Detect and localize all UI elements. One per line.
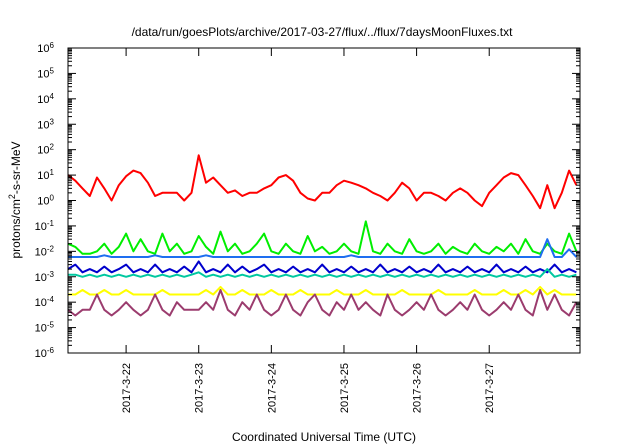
y-tick-label-exponent: -2: [47, 244, 55, 253]
y-axis-title-superscript: 2: [7, 194, 17, 199]
y-tick-label-base: 10: [37, 145, 49, 157]
y-tick-label-base: 10: [35, 323, 47, 335]
x-axis-title: Coordinated Universal Time (UTC): [232, 430, 416, 444]
y-tick-label-exponent: -4: [47, 295, 55, 304]
y-tick-label: 100: [37, 193, 54, 208]
y-tick-label: 10-2: [35, 244, 55, 258]
x-tick-label: 2017-3-26: [412, 363, 424, 413]
y-tick-label-exponent: 0: [50, 193, 55, 202]
x-tick-label: 2017-3-23: [194, 363, 206, 413]
y-tick-label-base: 10: [37, 68, 49, 80]
y-tick-label-exponent: 4: [50, 91, 55, 100]
y-tick-label: 10-6: [35, 346, 55, 361]
series-line: [67, 220, 578, 255]
x-axis-ticks: 2017-3-22 2017-3-23 2017-3-24 2017-3-25 2017…: [121, 48, 496, 413]
y-tick-label: 105: [37, 66, 54, 81]
y-tick-label-base: 10: [37, 170, 49, 182]
plot-frame: [67, 47, 581, 354]
x-tick-label: 2017-3-22: [121, 363, 133, 413]
y-axis-title-part: protons/cm: [9, 199, 23, 258]
y-tick-label: 106: [37, 41, 54, 56]
y-tick-label-base: 10: [35, 297, 47, 309]
y-axis-title: protons/cm2-s-sr-MeV: [7, 141, 23, 258]
y-tick-label-base: 10: [35, 348, 47, 360]
y-tick-label: 101: [37, 168, 54, 183]
y-tick-label: 104: [37, 91, 54, 106]
x-tick-label: 2017-3-24: [266, 363, 278, 413]
y-tick-label-exponent: 3: [50, 117, 55, 126]
x-tick-label: 2017-3-25: [339, 363, 351, 413]
y-tick-label-base: 10: [35, 272, 47, 284]
y-tick-label-base: 10: [37, 119, 49, 131]
series-line: [67, 154, 578, 210]
y-tick-label-exponent: 6: [50, 41, 55, 50]
series-line: [67, 289, 578, 317]
y-tick-label-exponent: -6: [47, 346, 55, 355]
y-tick-label: 10-3: [35, 269, 55, 284]
y-tick-label-base: 10: [37, 196, 49, 208]
x-tick-label: 2017-3-27: [484, 363, 496, 413]
y-tick-label-exponent: -1: [47, 218, 55, 227]
chart-title: /data/run/goesPlots/archive/2017-03-27/f…: [132, 25, 514, 39]
series-layer: [67, 154, 578, 317]
y-tick-label-exponent: -3: [47, 269, 55, 278]
y-tick-label: 10-4: [35, 295, 55, 310]
y-tick-label-base: 10: [37, 43, 49, 55]
y-tick-label: 10-5: [35, 320, 55, 335]
y-tick-label-exponent: -5: [47, 320, 55, 329]
y-tick-label-base: 10: [37, 94, 49, 106]
series-line: [68, 268, 577, 278]
series-line: [68, 238, 578, 258]
y-axis-title-part: -s-sr-MeV: [9, 141, 23, 194]
y-tick-label-exponent: 5: [50, 66, 55, 75]
y-tick-label: 102: [37, 142, 54, 157]
y-tick-label-base: 10: [35, 246, 47, 258]
y-tick-label: 10-1: [35, 218, 55, 233]
y-tick-label-exponent: 1: [50, 168, 55, 177]
series-line: [67, 260, 577, 274]
y-tick-label: 103: [37, 117, 54, 132]
series-line: [68, 285, 577, 296]
y-axis-ticks: 10-610-510-410-310-210-11001011021031041…: [35, 41, 580, 361]
y-tick-label-exponent: 2: [50, 142, 55, 151]
y-tick-label-base: 10: [35, 221, 47, 233]
